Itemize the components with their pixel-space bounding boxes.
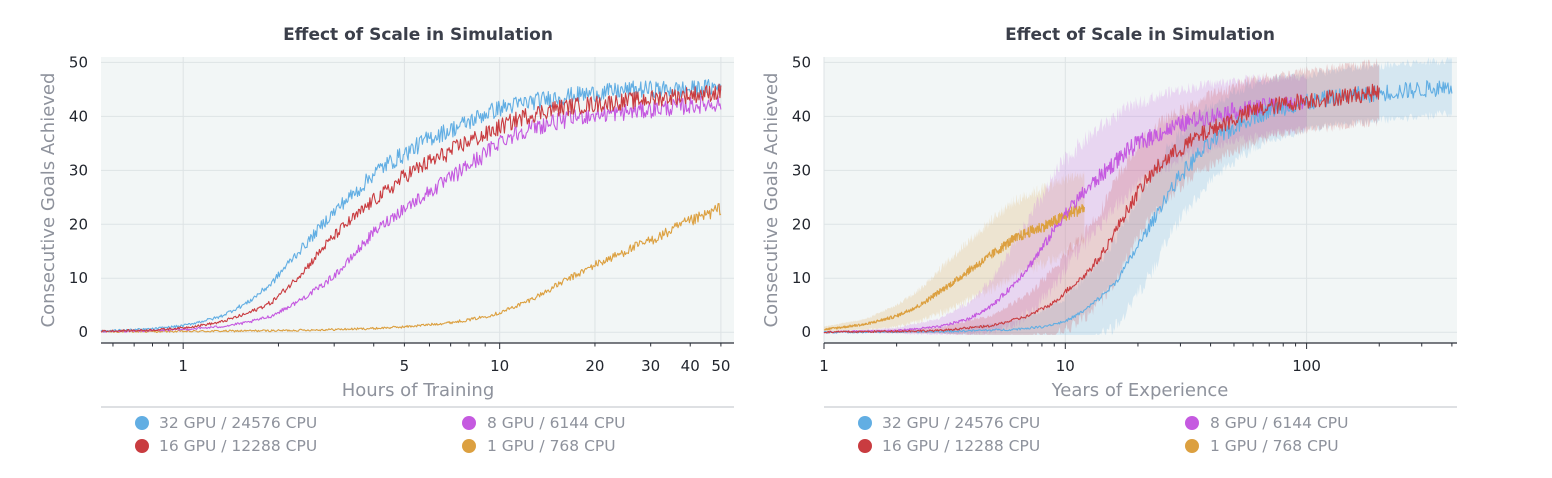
chart-hours-of-training: 0 10 20 30 40 50 1 5 10 20 30 40 50 Effect of Scale …: [38, 25, 734, 455]
y-tick-label: 20: [792, 215, 811, 233]
legend-marker: [462, 416, 476, 430]
series-band-4: [824, 170, 1085, 333]
legend-label: 32 GPU / 24576 CPU: [159, 414, 317, 432]
legend-label: 16 GPU / 12288 CPU: [882, 437, 1040, 455]
series-bands: [824, 57, 1452, 335]
chart-title: Effect of Scale in Simulation: [1005, 25, 1275, 45]
legend-marker: [462, 439, 476, 453]
x-tick-label: 1: [819, 357, 829, 375]
legend-item-series-4: 1 GPU / 768 CPU: [462, 437, 616, 455]
legend-label: 1 GPU / 768 CPU: [487, 437, 616, 455]
legend-label: 1 GPU / 768 CPU: [1210, 437, 1339, 455]
series-band-3: [824, 73, 1307, 335]
y-tick-label: 10: [792, 269, 811, 287]
legend-label: 32 GPU / 24576 CPU: [882, 414, 1040, 432]
legend-label: 8 GPU / 6144 CPU: [487, 414, 625, 432]
x-axis-label: Years of Experience: [1051, 380, 1229, 401]
legend: 32 GPU / 24576 CPU 16 GPU / 12288 CPU 8 …: [135, 414, 625, 455]
x-tick-label: 10: [490, 357, 509, 375]
y-tick-label: 40: [69, 107, 88, 125]
legend-marker: [858, 416, 872, 430]
legend-item-series-3: 8 GPU / 6144 CPU: [1185, 414, 1348, 432]
x-axis-label: Hours of Training: [342, 380, 495, 401]
legend-item-series-1: 32 GPU / 24576 CPU: [135, 414, 317, 432]
tick-labels: 0 10 20 30 40 50 1 5 10 20 30 40 50: [69, 53, 731, 375]
y-tick-label: 30: [69, 161, 88, 179]
series-line-2: [100, 83, 722, 333]
x-tick-label: 20: [585, 357, 604, 375]
series-line-3: [100, 95, 722, 333]
series-line-2: [823, 83, 1380, 334]
legend-marker: [1185, 439, 1199, 453]
legend-marker: [135, 416, 149, 430]
series-lines: [823, 80, 1453, 334]
series-line-3: [823, 94, 1308, 334]
axes: [823, 342, 1457, 349]
legend-item-series-2: 16 GPU / 12288 CPU: [135, 437, 317, 455]
y-tick-label: 40: [792, 107, 811, 125]
series-lines: [100, 79, 722, 334]
x-tick-label: 50: [711, 357, 730, 375]
axes: [101, 342, 734, 349]
series-line-1: [100, 79, 722, 333]
x-tick-label: 5: [400, 357, 410, 375]
y-tick-label: 20: [69, 215, 88, 233]
y-axis-label: Consecutive Goals Achieved: [761, 73, 782, 328]
series-band-2: [824, 57, 1380, 335]
y-tick-label: 0: [78, 323, 88, 341]
y-tick-label: 50: [792, 53, 811, 71]
legend-marker: [858, 439, 872, 453]
x-tick-label: 100: [1292, 357, 1321, 375]
series-line-4: [100, 203, 722, 334]
legend-marker: [1185, 416, 1199, 430]
y-tick-label: 10: [69, 269, 88, 287]
chart-years-of-experience: 0 10 20 30 40 50 1 10 100 Effect of Scale in Sim…: [761, 25, 1457, 455]
legend-label: 8 GPU / 6144 CPU: [1210, 414, 1348, 432]
legend-item-series-1: 32 GPU / 24576 CPU: [858, 414, 1040, 432]
y-tick-label: 0: [801, 323, 811, 341]
legend-item-series-3: 8 GPU / 6144 CPU: [462, 414, 625, 432]
y-tick-label: 50: [69, 53, 88, 71]
legend-label: 16 GPU / 12288 CPU: [159, 437, 317, 455]
tick-labels: 0 10 20 30 40 50 1 10 100: [792, 53, 1321, 375]
legend-marker: [135, 439, 149, 453]
legend-item-series-2: 16 GPU / 12288 CPU: [858, 437, 1040, 455]
x-tick-label: 10: [1056, 357, 1075, 375]
chart-title: Effect of Scale in Simulation: [283, 25, 553, 45]
grid-lines: [823, 57, 1457, 343]
legend-item-series-4: 1 GPU / 768 CPU: [1185, 437, 1339, 455]
series-band-1: [824, 57, 1452, 335]
series-line-4: [823, 204, 1085, 331]
x-tick-label: 30: [641, 357, 660, 375]
legend: 32 GPU / 24576 CPU 16 GPU / 12288 CPU 8 …: [858, 414, 1348, 455]
x-tick-label: 40: [681, 357, 700, 375]
x-tick-label: 1: [178, 357, 188, 375]
plot-background: [824, 57, 1457, 343]
y-tick-label: 30: [792, 161, 811, 179]
y-axis-label: Consecutive Goals Achieved: [38, 73, 59, 328]
